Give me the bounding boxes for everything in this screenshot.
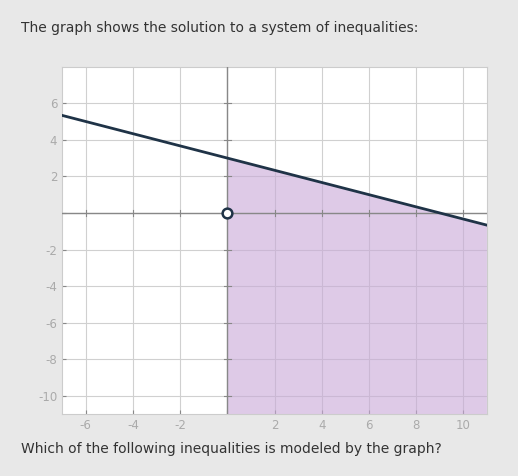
Text: Which of the following inequalities is modeled by the graph?: Which of the following inequalities is m…	[21, 442, 441, 456]
Polygon shape	[227, 158, 487, 414]
Text: The graph shows the solution to a system of inequalities:: The graph shows the solution to a system…	[21, 21, 418, 35]
